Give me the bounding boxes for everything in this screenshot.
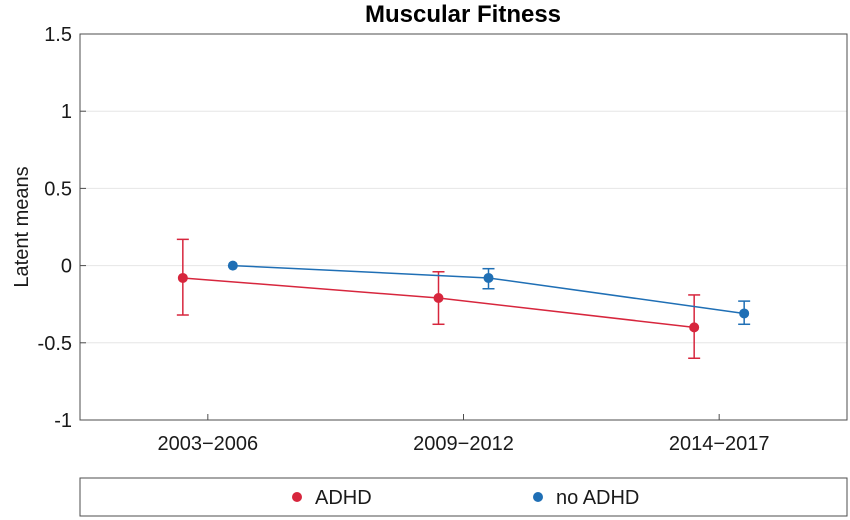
y-tick-label: 0 [61, 256, 72, 278]
y-tick-label: 1 [61, 101, 72, 123]
legend-label: ADHD [315, 487, 372, 509]
data-point [227, 260, 238, 271]
data-point [739, 308, 750, 319]
legend-label: no ADHD [556, 487, 639, 509]
data-point [433, 293, 444, 304]
series-group [176, 238, 751, 359]
legend-box [79, 477, 848, 517]
legend: ADHD no ADHD [292, 487, 639, 509]
legend-marker [533, 492, 543, 502]
plot-area-frame [79, 33, 848, 421]
data-point [483, 272, 494, 283]
y-tick-label: -0.5 [38, 333, 72, 355]
y-axis: 1.5 1 0.5 0 -0.5 -1 [38, 24, 86, 432]
data-point [689, 322, 700, 333]
y-axis-label: Latent means [11, 166, 33, 287]
x-tick-label: 2003−2006 [157, 433, 258, 455]
series-no-adhd [227, 260, 751, 326]
data-point [177, 272, 188, 283]
y-tick-label: -1 [54, 410, 72, 432]
x-tick-label: 2009−2012 [413, 433, 514, 455]
chart-title: Muscular Fitness [365, 1, 561, 28]
y-tick-label: 0.5 [44, 178, 72, 200]
x-axis: 2003−2006 2009−2012 2014−2017 [157, 414, 770, 455]
series-adhd [176, 238, 701, 359]
x-tick-label: 2014−2017 [669, 433, 770, 455]
legend-marker [292, 492, 302, 502]
gridlines [80, 110, 847, 344]
y-tick-label: 1.5 [44, 24, 72, 46]
